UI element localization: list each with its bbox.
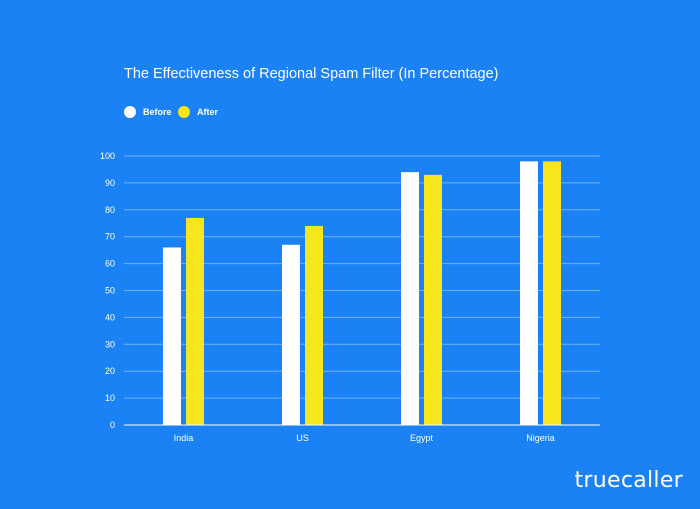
y-tick-label-10: 10 bbox=[105, 393, 115, 403]
bar-before-india bbox=[163, 247, 181, 425]
x-axis-ticks: India US Egypt Nigeria bbox=[174, 433, 555, 443]
y-tick-label-60: 60 bbox=[105, 259, 115, 269]
bars bbox=[163, 161, 561, 425]
bar-before-nigeria bbox=[520, 161, 538, 425]
y-tick-label-70: 70 bbox=[105, 232, 115, 242]
bar-before-egypt bbox=[401, 172, 419, 425]
x-tick-label-india: India bbox=[174, 433, 194, 443]
bar-after-india bbox=[186, 217, 204, 425]
y-tick-label-0: 0 bbox=[110, 420, 115, 430]
y-tick-label-100: 100 bbox=[100, 151, 115, 161]
y-tick-label-30: 30 bbox=[105, 339, 115, 349]
y-tick-label-90: 90 bbox=[105, 178, 115, 188]
x-tick-label-egypt: Egypt bbox=[410, 433, 434, 443]
y-axis-ticks: 0 10 20 30 40 50 60 70 80 90 100 bbox=[100, 151, 115, 430]
legend-item-after: After bbox=[178, 106, 218, 118]
truecaller-logo: truecaller bbox=[574, 468, 683, 493]
legend-label-after: After bbox=[197, 107, 219, 117]
y-tick-label-40: 40 bbox=[105, 312, 115, 322]
y-tick-label-20: 20 bbox=[105, 366, 115, 376]
legend-label-before: Before bbox=[143, 107, 172, 117]
x-tick-label-nigeria: Nigeria bbox=[526, 433, 555, 443]
legend-swatch-after bbox=[178, 106, 190, 118]
legend-swatch-before bbox=[124, 106, 136, 118]
bar-before-us bbox=[282, 244, 300, 425]
y-tick-label-50: 50 bbox=[105, 286, 115, 296]
bar-after-nigeria bbox=[543, 161, 561, 425]
chart-title: The Effectiveness of Regional Spam Filte… bbox=[124, 66, 499, 82]
bar-after-egypt bbox=[424, 174, 442, 425]
x-tick-label-us: US bbox=[296, 433, 309, 443]
y-tick-label-80: 80 bbox=[105, 205, 115, 215]
legend-item-before: Before bbox=[124, 106, 172, 118]
bar-after-us bbox=[305, 225, 323, 425]
